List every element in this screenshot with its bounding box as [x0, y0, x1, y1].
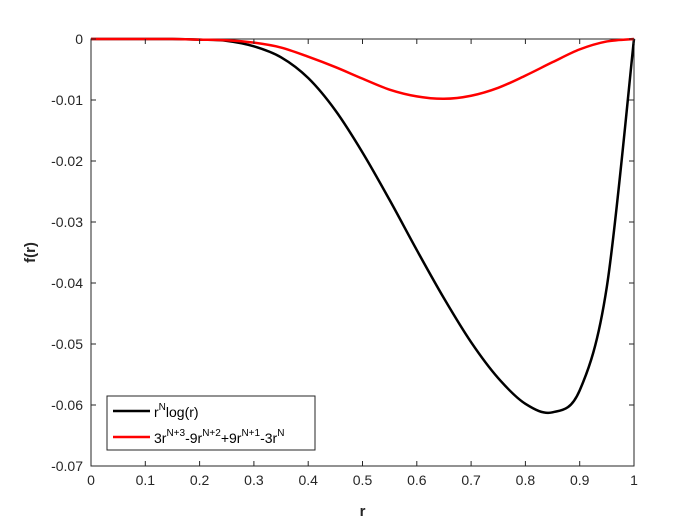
legend-entry-1-rest: log(r): [166, 404, 199, 420]
y-tick-label: -0.07: [51, 458, 83, 474]
x-tick-label: 0.1: [136, 472, 156, 488]
x-axis-label: r: [360, 503, 366, 520]
y-tick-label: -0.06: [51, 397, 83, 413]
legend-entry-2-s3: N+1: [241, 428, 260, 439]
x-tick-label: 1: [630, 472, 638, 488]
y-tick-label: -0.03: [51, 214, 83, 230]
y-tick-label: -0.05: [51, 336, 83, 352]
legend-entry-2-p3: +9r: [221, 430, 242, 446]
x-tick-label: 0.9: [570, 472, 590, 488]
x-tick-label: 0.7: [461, 472, 481, 488]
legend-entry-2: 3rN+3-9rN+2+9rN+1-3rN: [154, 428, 284, 446]
legend-entry-1-base: r: [154, 404, 159, 420]
x-axis-ticks: 0 0.1 0.2 0.3 0.4 0.5 0.6 0.7 0.8 0.9 1: [87, 39, 638, 488]
y-axis-label: f(r): [22, 242, 39, 263]
legend-entry-2-p2: -9r: [185, 430, 202, 446]
legend-entry-2-p4: -3r: [260, 430, 277, 446]
y-axis-ticks: 0 -0.01 -0.02 -0.03 -0.04 -0.05 -0.06 -0.07: [51, 31, 634, 474]
x-tick-label: 0.6: [407, 472, 427, 488]
legend-entry-2-p1: 3r: [154, 430, 167, 446]
legend-entry-2-s4: N: [277, 428, 284, 439]
series-line-2: [90, 37, 635, 101]
axes-box: [90, 38, 635, 467]
x-tick-label: 0.3: [244, 472, 264, 488]
legend: rNlog(r) 3rN+3-9rN+2+9rN+1-3rN: [106, 395, 316, 451]
legend-entry-2-s1: N+3: [166, 428, 185, 439]
y-tick-label: -0.04: [51, 275, 83, 291]
y-tick-label: -0.02: [51, 153, 83, 169]
x-tick-label: 0.4: [298, 472, 318, 488]
series-layer: [90, 37, 636, 415]
legend-entry-1: rNlog(r): [154, 402, 199, 420]
legend-box: [106, 395, 316, 451]
x-tick-label: 0.5: [353, 472, 373, 488]
x-tick-label: 0: [87, 472, 95, 488]
legend-entry-2-s2: N+2: [202, 428, 221, 439]
y-tick-label: -0.01: [51, 92, 83, 108]
y-tick-label: 0: [75, 31, 83, 47]
x-tick-label: 0.2: [190, 472, 210, 488]
legend-entry-1-sup: N: [159, 402, 166, 413]
x-tick-label: 0.8: [516, 472, 536, 488]
plot-area: [90, 38, 635, 467]
